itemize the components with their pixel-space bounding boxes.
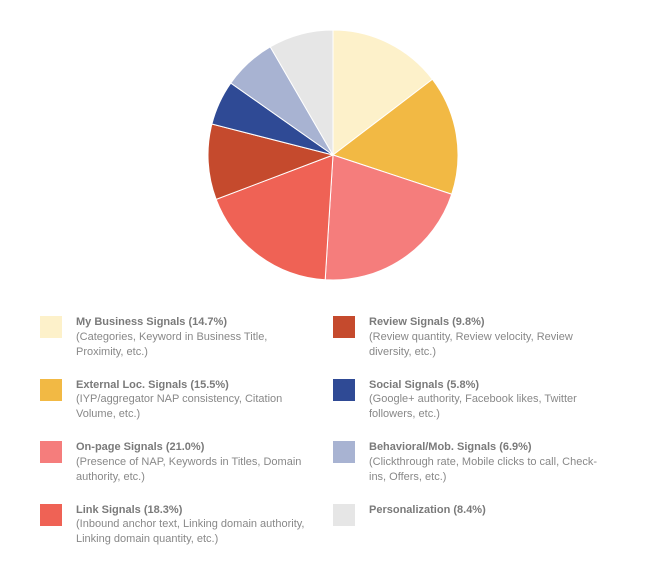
legend-desc: (Clickthrough rate, Mobile clicks to cal… (369, 455, 606, 485)
legend-text: Review Signals (9.8%)(Review quantity, R… (369, 315, 606, 360)
legend-text: My Business Signals (14.7%)(Categories, … (76, 315, 313, 360)
legend-swatch (333, 316, 355, 338)
legend-text: Behavioral/Mob. Signals (6.9%)(Clickthro… (369, 440, 606, 485)
legend-item: Review Signals (9.8%)(Review quantity, R… (333, 315, 606, 360)
legend-title: On-page Signals (21.0%) (76, 440, 313, 455)
chart-container: My Business Signals (14.7%)(Categories, … (0, 0, 666, 563)
legend-item: On-page Signals (21.0%)(Presence of NAP,… (40, 440, 313, 485)
legend-swatch (40, 379, 62, 401)
legend-title: Social Signals (5.8%) (369, 378, 606, 393)
legend-swatch (40, 441, 62, 463)
pie-chart (203, 25, 463, 285)
legend-col-right: Review Signals (9.8%)(Review quantity, R… (333, 315, 626, 565)
legend-title: External Loc. Signals (15.5%) (76, 378, 313, 393)
legend-item: External Loc. Signals (15.5%)(IYP/aggreg… (40, 378, 313, 423)
legend-swatch (40, 504, 62, 526)
legend-item: Social Signals (5.8%)(Google+ authority,… (333, 378, 606, 423)
legend-item: My Business Signals (14.7%)(Categories, … (40, 315, 313, 360)
legend-item: Link Signals (18.3%)(Inbound anchor text… (40, 503, 313, 548)
legend-title: My Business Signals (14.7%) (76, 315, 313, 330)
legend-title: Behavioral/Mob. Signals (6.9%) (369, 440, 606, 455)
legend-text: External Loc. Signals (15.5%)(IYP/aggreg… (76, 378, 313, 423)
legend: My Business Signals (14.7%)(Categories, … (0, 285, 666, 565)
legend-title: Review Signals (9.8%) (369, 315, 606, 330)
legend-title: Link Signals (18.3%) (76, 503, 313, 518)
legend-swatch (40, 316, 62, 338)
legend-title: Personalization (8.4%) (369, 503, 486, 518)
legend-col-left: My Business Signals (14.7%)(Categories, … (40, 315, 333, 565)
legend-desc: (Categories, Keyword in Business Title, … (76, 330, 313, 360)
legend-item: Behavioral/Mob. Signals (6.9%)(Clickthro… (333, 440, 606, 485)
legend-text: Social Signals (5.8%)(Google+ authority,… (369, 378, 606, 423)
legend-desc: (Presence of NAP, Keywords in Titles, Do… (76, 455, 313, 485)
legend-swatch (333, 441, 355, 463)
legend-swatch (333, 379, 355, 401)
legend-text: On-page Signals (21.0%)(Presence of NAP,… (76, 440, 313, 485)
legend-desc: (IYP/aggregator NAP consistency, Citatio… (76, 392, 313, 422)
legend-desc: (Inbound anchor text, Linking domain aut… (76, 517, 313, 547)
legend-item: Personalization (8.4%) (333, 503, 606, 526)
legend-text: Link Signals (18.3%)(Inbound anchor text… (76, 503, 313, 548)
legend-text: Personalization (8.4%) (369, 503, 486, 518)
legend-desc: (Review quantity, Review velocity, Revie… (369, 330, 606, 360)
legend-swatch (333, 504, 355, 526)
legend-desc: (Google+ authority, Facebook likes, Twit… (369, 392, 606, 422)
pie-chart-wrap (0, 0, 666, 285)
